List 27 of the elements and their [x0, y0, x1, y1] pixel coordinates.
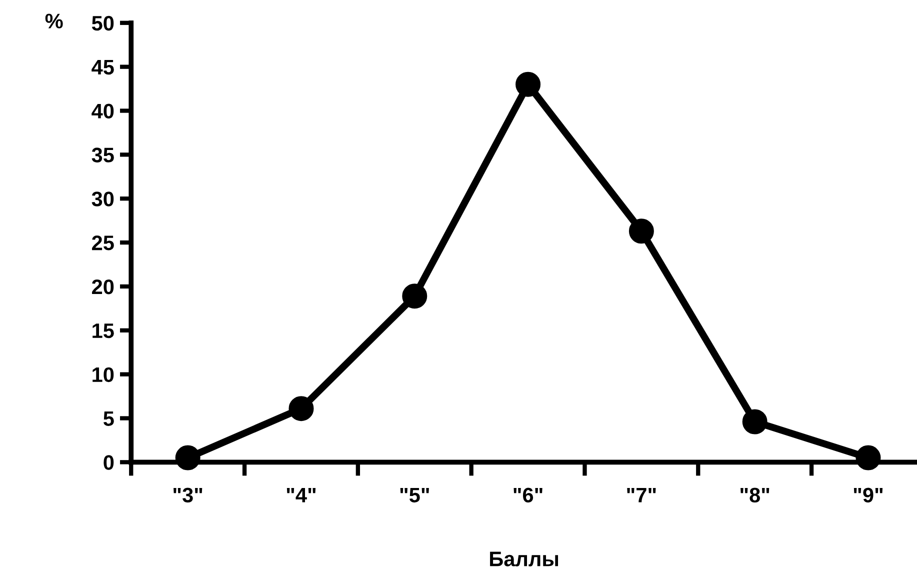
- point: [516, 72, 541, 97]
- x-tick-label: "5": [400, 488, 429, 502]
- y-axis-title: %: [45, 14, 63, 28]
- point: [742, 409, 768, 434]
- y-tick-label: 5: [104, 411, 114, 426]
- point: [288, 396, 314, 422]
- y-tick-label: 45: [92, 60, 114, 75]
- x-tick-label: "9": [854, 488, 883, 502]
- y-tick-label: 15: [92, 324, 114, 338]
- x-tick-label: "3": [174, 488, 202, 503]
- y-tick-label: 35: [92, 148, 114, 162]
- y-tick-label: 10: [92, 367, 114, 382]
- y-tick-label: 20: [92, 279, 114, 294]
- point: [175, 445, 200, 470]
- point: [628, 218, 654, 244]
- x-tick-label: "4": [286, 488, 316, 502]
- x-tick-label: "8": [740, 488, 770, 502]
- y-tick-label: 25: [92, 236, 114, 250]
- y-tick-label: 40: [92, 104, 114, 118]
- point: [856, 445, 881, 470]
- x-tick-label: "7": [627, 488, 656, 502]
- y-tick-label: 30: [92, 192, 114, 206]
- x-tick-label: "6": [514, 488, 542, 502]
- point: [402, 284, 428, 309]
- y-tick-label: 50: [92, 16, 114, 31]
- x-axis-title: Баллы: [490, 552, 558, 566]
- y-tick-label: 0: [104, 455, 114, 470]
